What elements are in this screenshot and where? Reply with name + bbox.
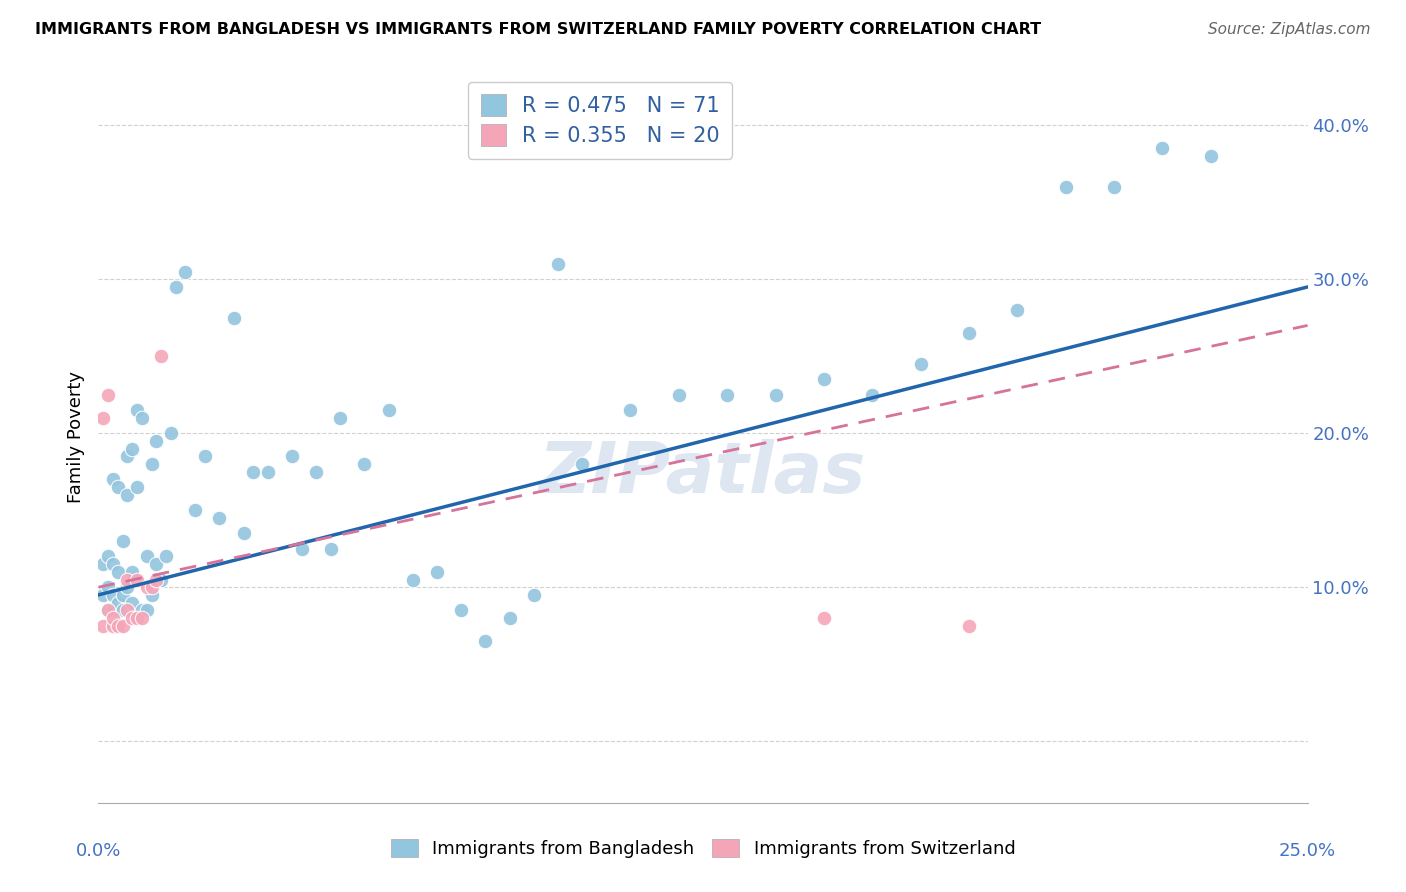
Point: [135, 580, 157, 594]
Point: [97, 603, 120, 617]
Point: [150, 349, 173, 363]
Point: [97, 603, 120, 617]
Point: [131, 410, 153, 425]
Point: [571, 457, 593, 471]
Text: IMMIGRANTS FROM BANGLADESH VS IMMIGRANTS FROM SWITZERLAND FAMILY POVERTY CORRELA: IMMIGRANTS FROM BANGLADESH VS IMMIGRANTS…: [35, 22, 1042, 37]
Point: [329, 410, 352, 425]
Point: [256, 465, 278, 479]
Point: [131, 603, 153, 617]
Point: [1054, 179, 1077, 194]
Point: [1102, 179, 1125, 194]
Point: [127, 480, 149, 494]
Point: [107, 480, 129, 494]
Point: [135, 603, 157, 617]
Point: [117, 450, 139, 464]
Text: Source: ZipAtlas.com: Source: ZipAtlas.com: [1208, 22, 1371, 37]
Point: [117, 573, 139, 587]
Point: [150, 573, 173, 587]
Point: [813, 611, 835, 625]
Point: [145, 573, 167, 587]
Point: [107, 618, 129, 632]
Point: [117, 580, 139, 594]
Point: [107, 596, 129, 610]
Point: [117, 488, 139, 502]
Point: [547, 257, 569, 271]
Point: [716, 388, 738, 402]
Point: [813, 372, 835, 386]
Point: [111, 534, 134, 549]
Point: [305, 465, 328, 479]
Point: [111, 603, 134, 617]
Point: [957, 618, 980, 632]
Point: [127, 611, 149, 625]
Point: [101, 588, 124, 602]
Point: [232, 526, 254, 541]
Point: [353, 457, 375, 471]
Point: [1152, 141, 1174, 155]
Point: [160, 426, 183, 441]
Point: [619, 403, 641, 417]
Point: [111, 588, 134, 602]
Point: [91, 410, 114, 425]
Legend: Immigrants from Bangladesh, Immigrants from Switzerland: Immigrants from Bangladesh, Immigrants f…: [384, 831, 1022, 865]
Point: [319, 541, 342, 556]
Y-axis label: Family Poverty: Family Poverty: [66, 371, 84, 503]
Point: [860, 388, 883, 402]
Point: [668, 388, 690, 402]
Text: 25.0%: 25.0%: [1279, 842, 1336, 860]
Point: [91, 618, 114, 632]
Point: [101, 472, 124, 486]
Point: [135, 549, 157, 564]
Point: [101, 618, 124, 632]
Point: [450, 603, 472, 617]
Point: [155, 549, 177, 564]
Point: [145, 557, 167, 571]
Point: [141, 457, 163, 471]
Point: [194, 450, 217, 464]
Point: [222, 310, 245, 325]
Point: [107, 565, 129, 579]
Point: [957, 326, 980, 340]
Legend: R = 0.475   N = 71, R = 0.355   N = 20: R = 0.475 N = 71, R = 0.355 N = 20: [468, 82, 733, 159]
Point: [117, 603, 139, 617]
Point: [426, 565, 449, 579]
Point: [242, 465, 264, 479]
Point: [101, 611, 124, 625]
Point: [127, 403, 149, 417]
Point: [121, 442, 143, 456]
Text: ZIPatlas: ZIPatlas: [540, 439, 866, 508]
Point: [121, 565, 143, 579]
Point: [208, 511, 231, 525]
Point: [402, 573, 425, 587]
Point: [127, 573, 149, 587]
Point: [765, 388, 787, 402]
Point: [101, 603, 124, 617]
Point: [121, 596, 143, 610]
Point: [97, 549, 120, 564]
Point: [474, 634, 496, 648]
Point: [131, 611, 153, 625]
Point: [174, 264, 197, 278]
Text: 0.0%: 0.0%: [76, 842, 121, 860]
Point: [281, 450, 304, 464]
Point: [1007, 303, 1029, 318]
Point: [97, 388, 120, 402]
Point: [165, 280, 187, 294]
Point: [498, 611, 520, 625]
Point: [910, 357, 932, 371]
Point: [111, 618, 134, 632]
Point: [145, 434, 167, 448]
Point: [97, 580, 120, 594]
Point: [290, 541, 312, 556]
Point: [523, 588, 546, 602]
Point: [91, 588, 114, 602]
Point: [121, 611, 143, 625]
Point: [141, 580, 163, 594]
Point: [1199, 149, 1222, 163]
Point: [184, 503, 207, 517]
Point: [91, 557, 114, 571]
Point: [377, 403, 399, 417]
Point: [101, 557, 124, 571]
Point: [141, 588, 163, 602]
